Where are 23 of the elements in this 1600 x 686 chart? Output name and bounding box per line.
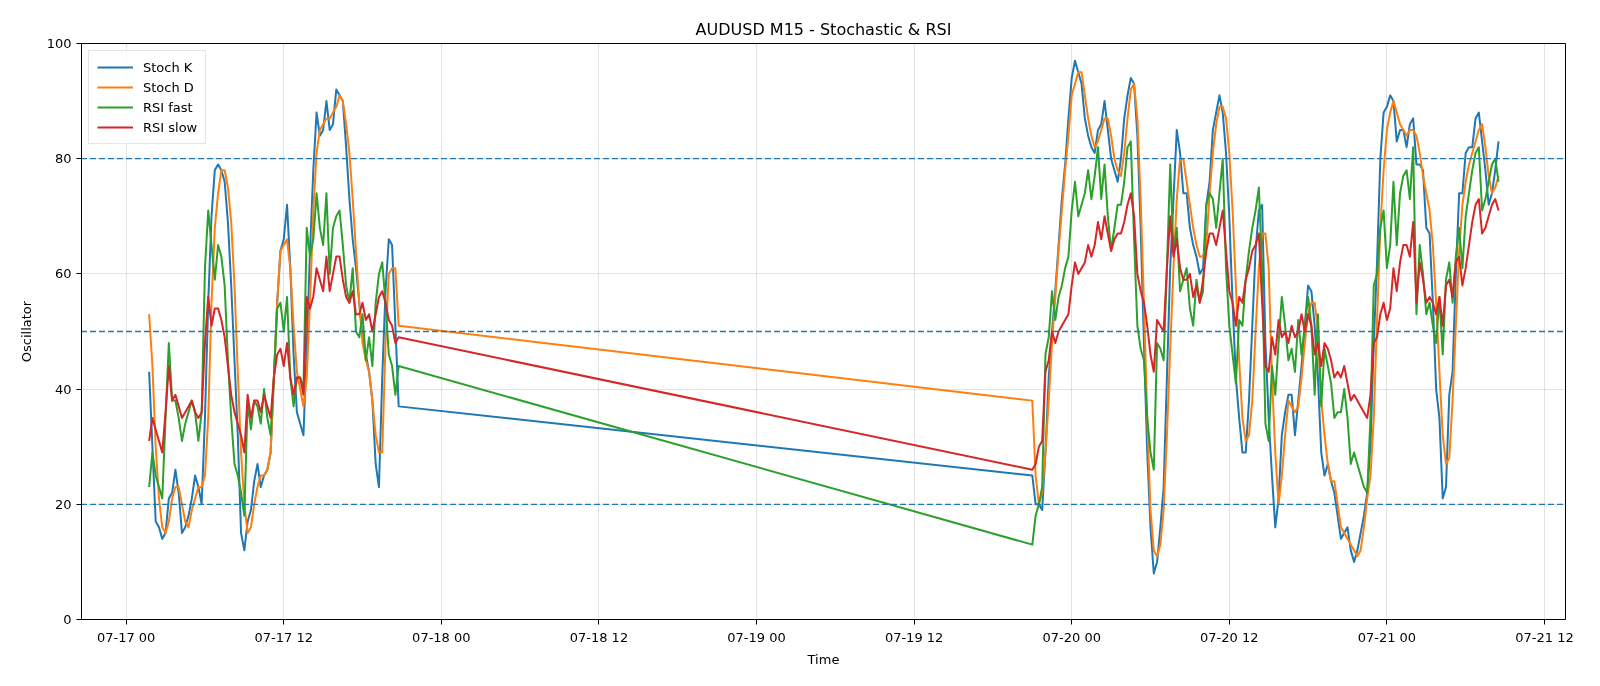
legend-label: Stoch D xyxy=(143,79,194,95)
x-tick-label: 07-20 12 xyxy=(1200,629,1259,645)
x-tick-label: 07-17 12 xyxy=(254,629,313,645)
y-tick-label: 80 xyxy=(54,151,72,167)
chart-title: AUDUSD M15 - Stochastic & RSI xyxy=(695,19,952,39)
y-tick-label: 20 xyxy=(54,496,72,512)
y-tick-label: 100 xyxy=(46,36,72,51)
x-tick-label: 07-19 12 xyxy=(884,629,944,645)
x-tick-label: 07-18 12 xyxy=(569,629,629,645)
legend-label: RSI slow xyxy=(143,119,198,135)
x-tick-label: 07-19 00 xyxy=(727,629,786,645)
x-tick-label: 07-20 00 xyxy=(1042,629,1101,645)
legend-label: Stoch K xyxy=(143,59,193,75)
x-tick-label: 07-18 00 xyxy=(412,629,471,645)
y-tick-label: 60 xyxy=(54,266,72,282)
legend-label: RSI fast xyxy=(143,99,193,115)
x-tick-label: 07-21 12 xyxy=(1515,629,1574,645)
x-tick-label: 07-21 00 xyxy=(1357,629,1417,645)
y-tick-label: 40 xyxy=(54,381,72,397)
x-tick-label: 07-17 00 xyxy=(96,629,156,645)
y-axis-title: Oscillator xyxy=(18,300,34,363)
x-axis-title: Time xyxy=(806,651,840,667)
y-tick-label: 0 xyxy=(63,612,72,627)
